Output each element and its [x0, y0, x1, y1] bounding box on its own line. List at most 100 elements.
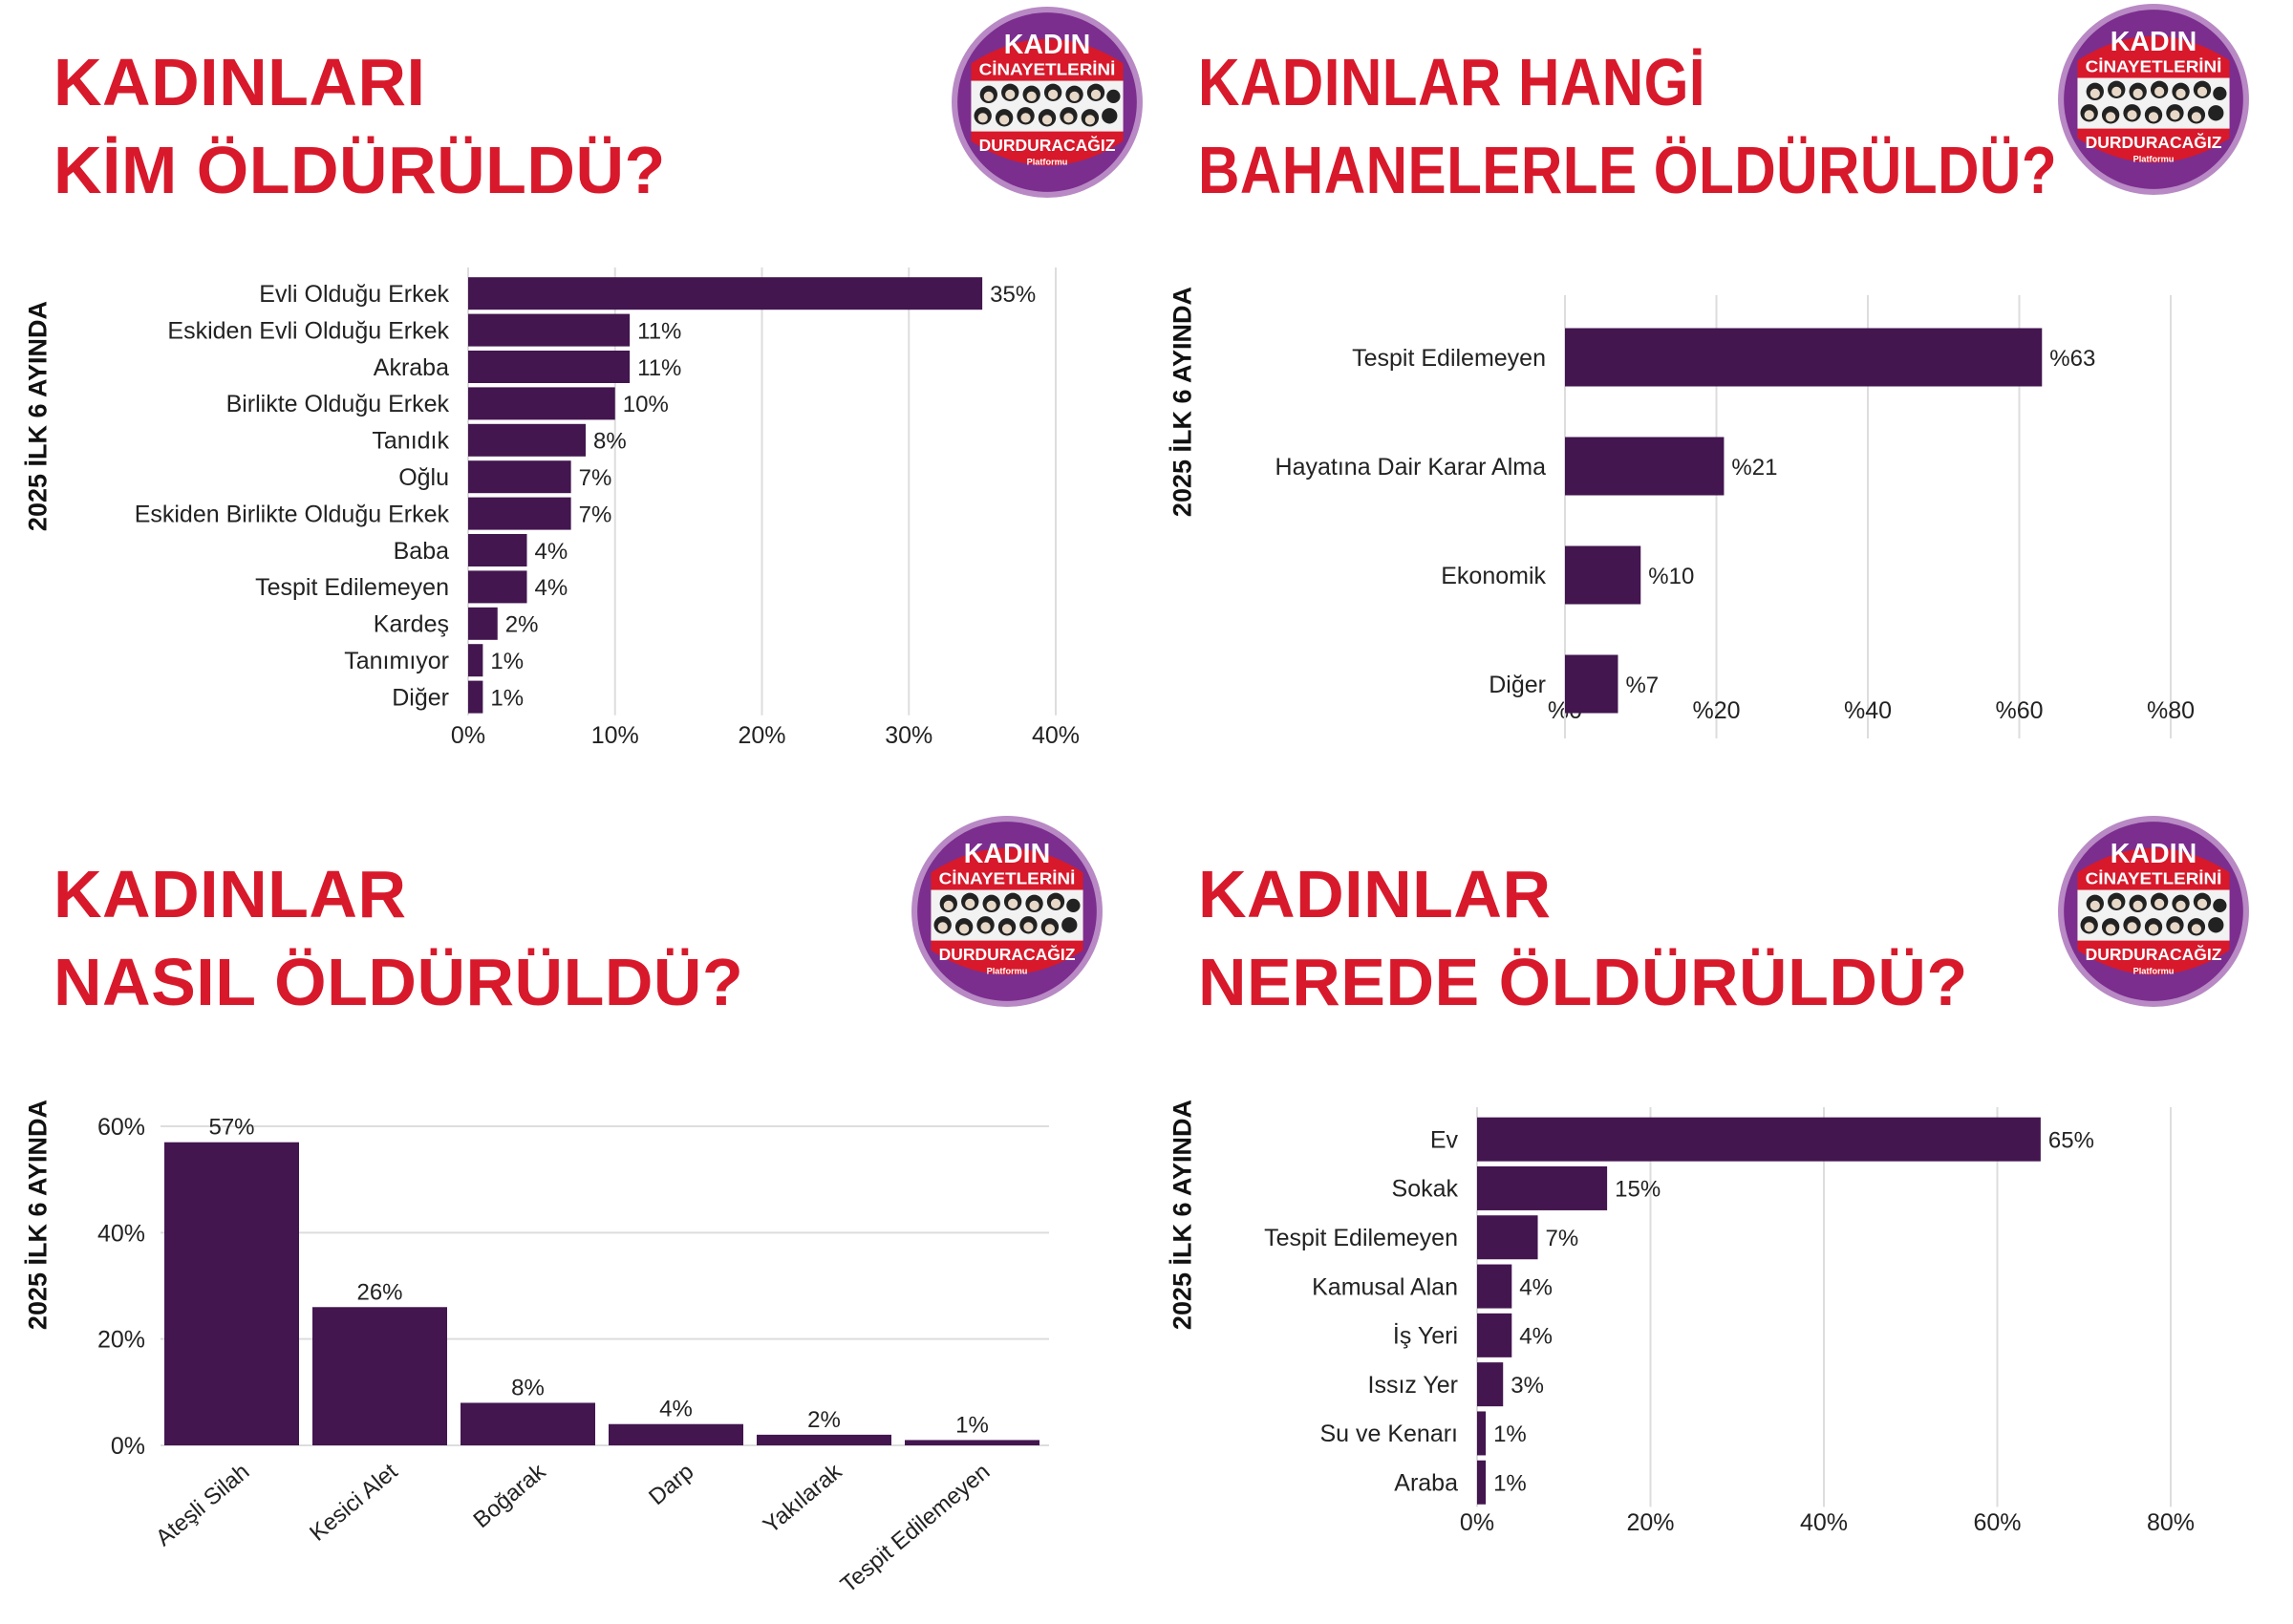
x-tick-label: 10% [591, 722, 639, 749]
platform-logo: KADIN CİNAYETLERİNİ DURDURACAĞIZ Platfor… [950, 5, 1145, 200]
bar [468, 534, 527, 566]
x-tick-label: 40% [1032, 722, 1080, 749]
data-label: 7% [1546, 1226, 1579, 1251]
bar [468, 313, 631, 347]
bar [1477, 1460, 1487, 1505]
svg-text:DURDURACAĞIZ: DURDURACAĞIZ [2086, 945, 2222, 964]
bar [1565, 437, 1725, 496]
data-label: 2% [807, 1407, 841, 1433]
title-line-1: KADINLAR HANGİ [1198, 45, 1706, 119]
data-label: 3% [1511, 1373, 1544, 1399]
data-label: %63 [2049, 346, 2095, 372]
svg-text:KADIN: KADIN [1004, 30, 1090, 60]
bar [1477, 1313, 1512, 1357]
bar [1477, 1117, 2041, 1162]
title-line-2: KİM ÖLDÜRÜLDÜ? [54, 133, 666, 207]
category-label: Yakılarak [759, 1458, 847, 1538]
x-tick-label: %20 [1692, 697, 1740, 724]
category-label: Darp [644, 1459, 698, 1510]
category-label: Oğlu [398, 464, 449, 491]
category-label: Tespit Edilemeyen [1352, 345, 1546, 372]
svg-text:DURDURACAĞIZ: DURDURACAĞIZ [979, 136, 1116, 155]
bar [1477, 1215, 1538, 1260]
bar [468, 460, 571, 494]
category-label: Kardeş [374, 611, 449, 638]
x-tick-label: 0% [1460, 1509, 1494, 1536]
title-why: KADINLAR HANGİ BAHANELERLE ÖLDÜRÜLDÜ? [1198, 38, 2057, 214]
category-label: Baba [394, 538, 449, 565]
svg-text:Platformu: Platformu [2133, 966, 2175, 975]
data-label: 35% [990, 282, 1036, 308]
x-tick-label: 40% [1800, 1509, 1848, 1536]
data-label: 1% [1493, 1471, 1527, 1497]
y-tick-label: 40% [97, 1220, 145, 1247]
x-tick-label: 20% [738, 722, 785, 749]
bar [468, 423, 586, 457]
category-label: Tanımıyor [344, 648, 449, 674]
data-label: 26% [356, 1279, 402, 1305]
title-line-2: NASIL ÖLDÜRÜLDÜ? [54, 945, 744, 1019]
platform-logo: KADIN CİNAYETLERİNİ DURDURACAĞIZ Platfor… [910, 814, 1104, 1009]
data-label: %7 [1625, 673, 1659, 698]
title-who: KADINLARI KİM ÖLDÜRÜLDÜ? [54, 38, 666, 214]
data-label: 4% [535, 575, 568, 601]
data-label: 15% [1615, 1177, 1661, 1203]
bar [164, 1142, 299, 1445]
category-label: Ateşli Silah [151, 1459, 254, 1551]
category-label: Issız Yer [1368, 1372, 1459, 1399]
category-label: Eskiden Birlikte Olduğu Erkek [135, 501, 450, 527]
data-label: 2% [505, 612, 539, 638]
category-label: Tespit Edilemeyen [1264, 1225, 1458, 1251]
y-tick-label: 60% [97, 1114, 145, 1141]
category-label: Diğer [1489, 672, 1546, 698]
bar [468, 570, 527, 604]
category-label: Hayatına Dair Karar Alma [1275, 454, 1547, 481]
bar [1477, 1362, 1504, 1407]
data-label: 1% [490, 649, 524, 674]
data-label: 7% [579, 502, 612, 527]
category-label: Akraba [374, 354, 449, 381]
svg-text:KADIN: KADIN [964, 839, 1050, 869]
category-label: Tanıdık [372, 428, 449, 455]
data-label: %21 [1731, 455, 1777, 481]
category-label: Sokak [1392, 1176, 1459, 1203]
x-tick-label: %80 [2147, 697, 2195, 724]
category-label: Diğer [392, 684, 449, 711]
platform-logo: KADIN CİNAYETLERİNİ DURDURACAĞIZ Platfor… [2056, 814, 2251, 1009]
data-label: 4% [535, 539, 568, 565]
data-label: 4% [659, 1397, 693, 1422]
x-tick-label: 0% [451, 722, 485, 749]
bar [905, 1440, 1039, 1445]
svg-text:DURDURACAĞIZ: DURDURACAĞIZ [939, 945, 1076, 964]
svg-text:KADIN: KADIN [2111, 839, 2197, 869]
bar [757, 1434, 891, 1445]
category-label: Boğarak [469, 1458, 552, 1533]
y-tick-label: 0% [111, 1433, 145, 1460]
svg-text:CİNAYETLERİNİ: CİNAYETLERİNİ [2086, 56, 2222, 75]
bar [609, 1423, 743, 1445]
svg-text:Platformu: Platformu [2133, 154, 2175, 163]
category-label: Kamusal Alan [1312, 1273, 1458, 1300]
bar [1477, 1264, 1512, 1309]
data-label: 4% [1519, 1274, 1553, 1300]
title-line-1: KADINLAR [54, 857, 407, 931]
title-line-1: KADINLAR [1198, 857, 1552, 931]
data-label: 7% [579, 465, 612, 491]
title-line-2: NEREDE ÖLDÜRÜLDÜ? [1198, 945, 1968, 1019]
title-line-1: KADINLARI [54, 45, 426, 119]
bar [468, 607, 498, 640]
data-label: 4% [1519, 1324, 1553, 1350]
x-tick-label: 60% [1973, 1509, 2021, 1536]
svg-text:CİNAYETLERİNİ: CİNAYETLERİNİ [939, 868, 1076, 887]
title-where: KADINLAR NEREDE ÖLDÜRÜLDÜ? [1198, 850, 1968, 1026]
x-tick-label: 30% [885, 722, 932, 749]
x-tick-label: %60 [1995, 697, 2043, 724]
data-label: 11% [637, 355, 681, 381]
y-tick-label: 20% [97, 1327, 145, 1354]
bar [468, 680, 483, 714]
category-label: Tespit Edilemeyen [836, 1459, 996, 1598]
svg-text:Platformu: Platformu [1027, 157, 1068, 166]
data-label: 8% [511, 1375, 545, 1400]
category-label: Tespit Edilemeyen [255, 574, 449, 601]
